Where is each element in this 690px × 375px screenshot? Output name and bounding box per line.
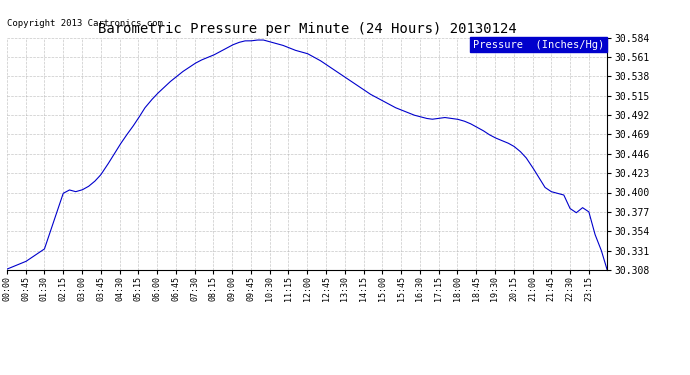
Text: Copyright 2013 Cartronics.com: Copyright 2013 Cartronics.com xyxy=(7,19,163,28)
Title: Barometric Pressure per Minute (24 Hours) 20130124: Barometric Pressure per Minute (24 Hours… xyxy=(98,22,516,36)
Text: Pressure  (Inches/Hg): Pressure (Inches/Hg) xyxy=(473,40,604,50)
